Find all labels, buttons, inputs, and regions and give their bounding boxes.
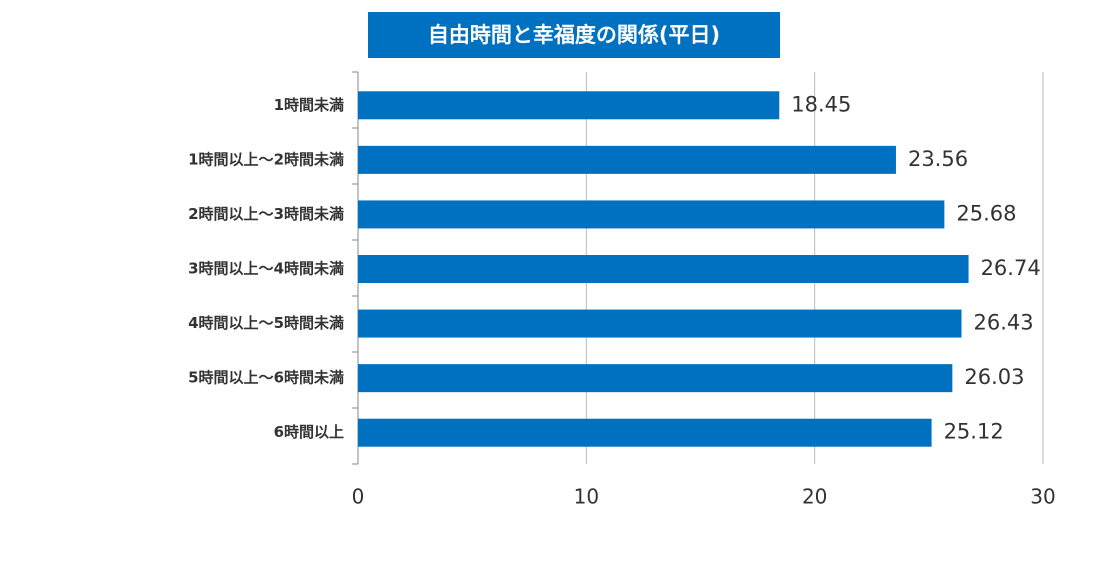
y-tick-label: 5時間以上～6時間未満 (188, 369, 344, 387)
y-tick-label: 6時間以上 (274, 423, 344, 441)
bar (358, 145, 896, 174)
value-label: 18.45 (791, 92, 851, 116)
chart-title: 自由時間と幸福度の関係(平日) (428, 23, 720, 47)
bar (358, 255, 969, 283)
value-label: 25.12 (944, 420, 1004, 444)
bar (358, 364, 953, 393)
y-tick-label: 1時間以上～2時間未満 (188, 150, 344, 168)
x-tick-label: 30 (1030, 485, 1055, 509)
value-label: 25.68 (956, 201, 1016, 225)
bar (358, 309, 962, 338)
y-tick-label: 4時間以上～5時間未満 (188, 314, 344, 332)
y-tick-label: 2時間以上～3時間未満 (188, 205, 344, 223)
value-label: 26.74 (981, 256, 1041, 280)
y-tick-label: 1時間未満 (274, 96, 344, 114)
title-box (368, 12, 780, 58)
x-tick-label: 10 (574, 485, 599, 509)
bar (358, 200, 945, 229)
x-tick-label: 20 (802, 485, 827, 509)
value-label: 23.56 (908, 147, 968, 171)
value-label: 26.43 (973, 311, 1033, 335)
x-tick-label: 0 (352, 485, 365, 509)
value-label: 26.03 (964, 365, 1024, 389)
y-tick-label: 3時間以上～4時間未満 (188, 260, 344, 278)
bar (358, 418, 932, 447)
bar (358, 91, 780, 120)
